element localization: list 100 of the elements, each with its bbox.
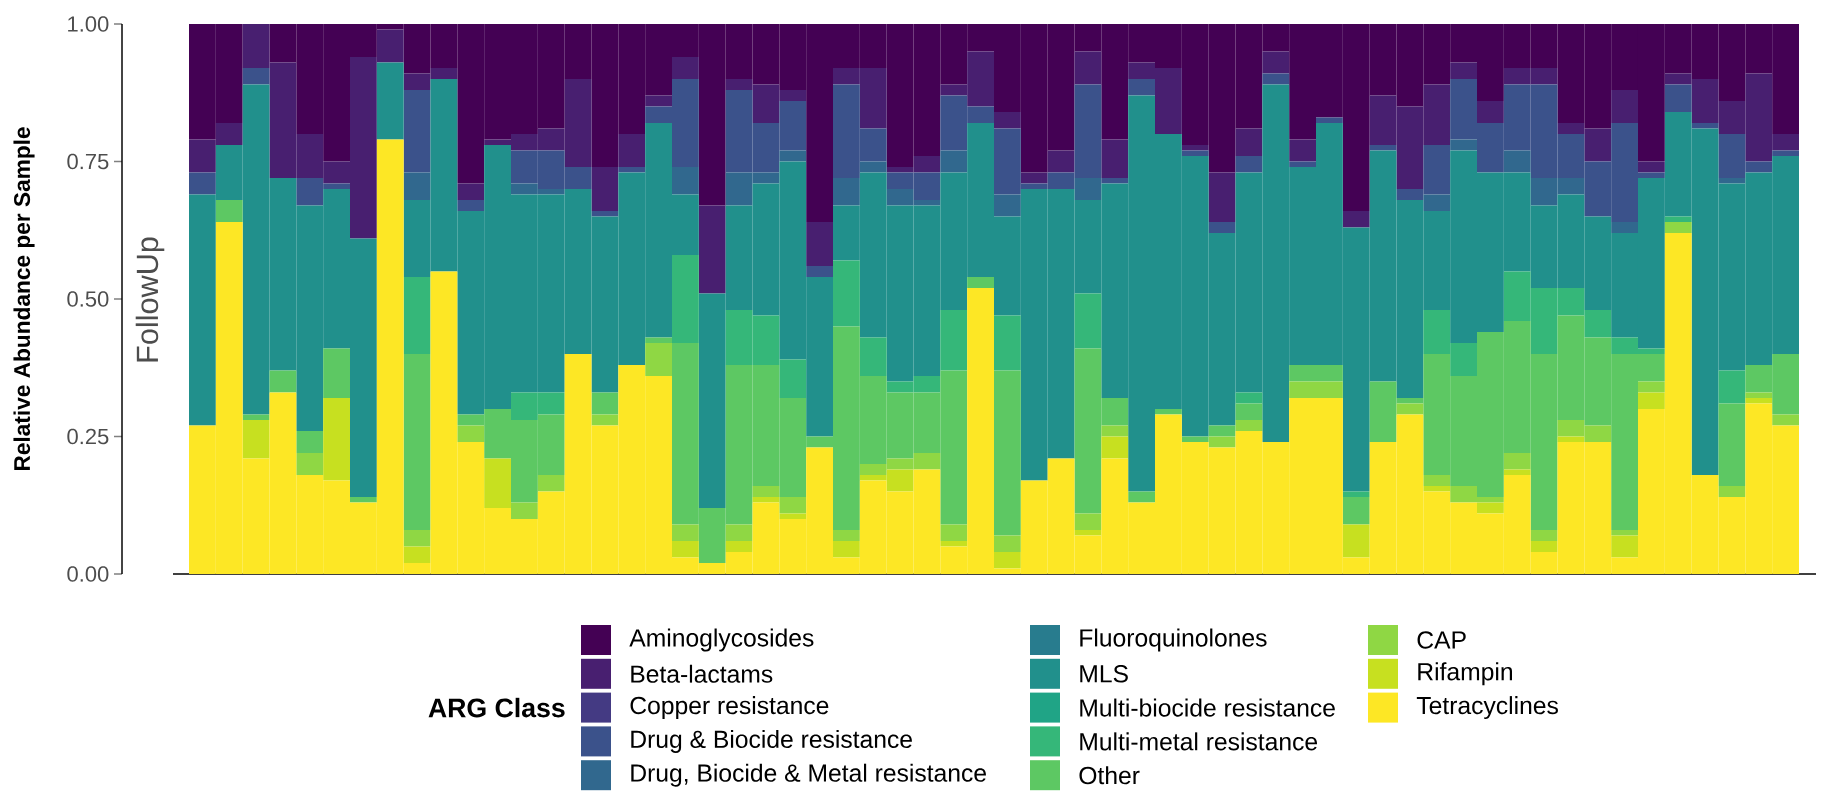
bar [1181,150,1209,156]
bar [1691,123,1719,129]
legend-label: Drug, Biocide & Metal resistance [631,763,986,787]
bar [1718,403,1746,486]
text: FollowUp [135,237,165,362]
bar [1208,436,1236,448]
bar [1423,475,1451,486]
y-tick-label: 0.25 [67,428,109,445]
bar [1342,211,1370,228]
bar [1101,177,1129,184]
bar [1664,222,1692,233]
bar [1718,486,1746,497]
bar [242,414,270,420]
bar [1611,222,1638,233]
bar [591,392,619,415]
legend-label: Aminoglycosides [629,628,814,652]
bar [672,166,699,195]
bar [1101,139,1129,178]
bar [1477,502,1504,514]
bar [376,62,404,140]
bar [1235,392,1263,404]
bar [859,161,887,173]
bar [323,348,350,398]
bar [618,133,646,167]
bar [1262,51,1290,74]
bar [994,535,1021,552]
bar [806,222,833,266]
bar [806,266,833,277]
legend-label: Multi-biocide resistance [1080,698,1335,717]
bar [1342,524,1370,558]
legend-label: Other [1079,766,1140,785]
bar [833,260,860,327]
bar [1638,381,1665,393]
bar [1450,62,1477,79]
bar [1423,194,1451,211]
bar [1235,403,1263,420]
bar [457,200,485,211]
bar [1074,293,1102,349]
bar [323,398,350,481]
bar [403,89,431,173]
bar [833,541,860,558]
bar [779,513,807,519]
bar [1557,436,1585,442]
y-tick-label: 0.00 [67,566,109,582]
legend-label: Tetracyclines [1416,696,1558,720]
bar [242,419,270,459]
bar [672,254,699,343]
bar [403,277,431,354]
bar [1530,530,1558,541]
bar [296,431,324,453]
bar [1503,453,1531,470]
bar [940,310,968,371]
bar [1101,425,1129,437]
bar [1342,491,1370,497]
bar [994,315,1021,371]
bar [1128,78,1155,96]
bar [403,530,431,547]
bar [645,95,672,107]
bar [1530,541,1558,552]
bar [1638,392,1665,409]
bar [645,342,672,376]
y-tick-label: 0.75 [67,153,109,170]
bar [1503,150,1531,173]
bar [645,337,672,343]
bar [725,541,753,552]
bar [698,205,726,294]
bar [1772,150,1799,156]
bar [1181,144,1209,151]
bar [403,172,431,200]
bar [1664,84,1692,112]
bar [967,277,994,288]
bar [672,541,699,558]
bar [1047,150,1075,173]
y-tick-label: 1.00 [68,16,109,32]
bar [537,475,565,492]
bar [1316,117,1343,123]
bar [779,497,807,514]
bar [940,541,968,547]
bar [1155,409,1182,415]
bar [833,530,860,541]
bar [296,453,324,475]
bar [403,546,431,563]
bar [484,458,511,508]
bar [1262,73,1290,85]
bar [1477,100,1504,123]
bar [269,370,297,393]
legend-label: CAP [1417,631,1466,649]
legend-label: Multi-metal resistance [1080,732,1318,751]
legend-label: Rifampin [1418,662,1512,686]
y-tick-label: 0.50 [67,291,109,307]
bar [189,172,216,195]
bar [779,150,807,162]
bar [672,56,699,79]
bar [1664,216,1692,222]
bar [1611,530,1638,536]
bar [1423,486,1451,492]
bar [994,370,1021,536]
bar [752,486,780,497]
bar [1718,370,1746,404]
legend-label: MLS [1080,665,1128,683]
